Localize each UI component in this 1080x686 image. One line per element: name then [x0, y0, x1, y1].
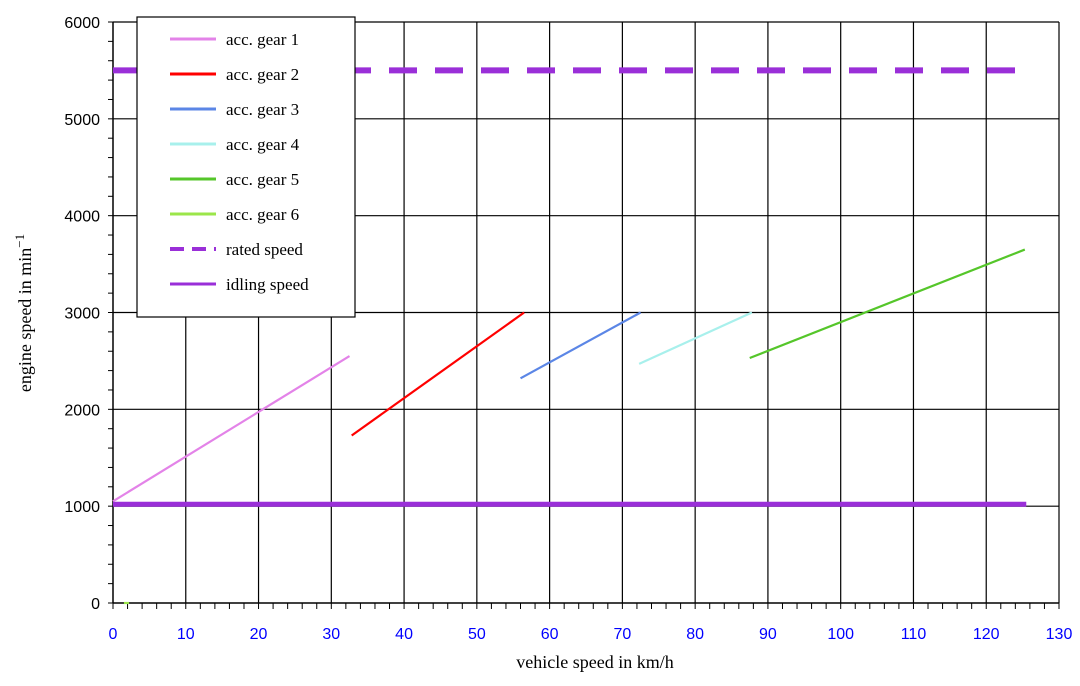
x-tick-label: 80 — [686, 626, 704, 643]
x-tick-label: 20 — [250, 626, 268, 643]
y-tick-label: 2000 — [64, 402, 100, 419]
legend: acc. gear 1 acc. gear 2 acc. gear 3 acc. ge… — [136, 16, 356, 318]
x-tick-label: 60 — [541, 626, 559, 643]
x-tick-label: 100 — [827, 626, 854, 643]
y-axis-label: engine speed in min−1 — [12, 234, 35, 392]
x-tick-label: 10 — [177, 626, 195, 643]
legend-label: acc. gear 5 — [226, 170, 299, 189]
legend-label: acc. gear 3 — [226, 100, 299, 119]
x-tick-label: 30 — [322, 626, 340, 643]
axes — [108, 21, 1060, 609]
series-line-3 — [519, 311, 642, 380]
y-tick-label: 5000 — [64, 112, 100, 129]
x-tick-label: 120 — [973, 626, 1000, 643]
y-tick-label: 1000 — [64, 499, 100, 516]
y-tick-label: 4000 — [64, 209, 100, 226]
x-tick-label: 90 — [759, 626, 777, 643]
legend-label: rated speed — [226, 240, 303, 259]
y-tick-label: 3000 — [64, 306, 100, 323]
series-line-5 — [749, 248, 1026, 360]
x-tick-label: 0 — [109, 626, 118, 643]
legend-label: acc. gear 6 — [226, 205, 299, 224]
series-line-4 — [638, 311, 753, 365]
y-tick-label: 6000 — [64, 15, 100, 32]
series-line-1 — [112, 355, 351, 503]
x-tick-label: 70 — [613, 626, 631, 643]
x-tick-label: 130 — [1046, 626, 1073, 643]
x-tick-label: 110 — [901, 626, 927, 643]
x-tick-label: 50 — [468, 626, 486, 643]
x-tick-label: 40 — [395, 626, 413, 643]
legend-box — [136, 16, 356, 318]
legend-label: acc. gear 4 — [226, 135, 300, 154]
y-tick-label: 0 — [91, 596, 100, 613]
series-line-2 — [351, 311, 525, 437]
tick-labels: 0 10 20 30 40 50 60 70 80 90 100 110 120 130 0 1000 2000… — [64, 15, 1072, 643]
x-axis-label: vehicle speed in km/h — [516, 652, 673, 672]
legend-label: acc. gear 2 — [226, 65, 299, 84]
legend-label: acc. gear 1 — [226, 30, 299, 49]
legend-label: idling speed — [226, 275, 309, 294]
